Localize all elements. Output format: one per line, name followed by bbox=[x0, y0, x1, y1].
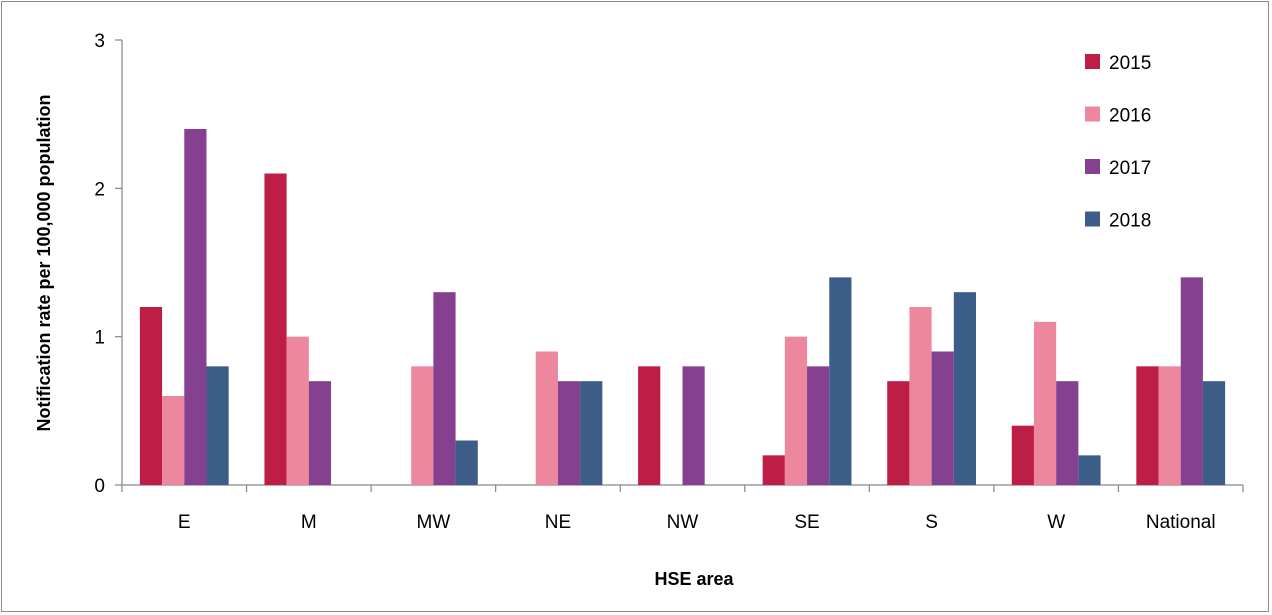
y-tick-label: 2 bbox=[94, 179, 105, 200]
bar-national-2017 bbox=[1180, 277, 1203, 485]
bar-ne-2017 bbox=[557, 381, 581, 485]
x-tick-label: M bbox=[301, 512, 317, 533]
bars bbox=[139, 129, 1226, 485]
bar-ne-2016 bbox=[535, 351, 558, 485]
legend-swatch-2017 bbox=[1085, 159, 1100, 174]
y-tick-label: 1 bbox=[94, 328, 105, 349]
bar-mw-2018 bbox=[455, 440, 478, 485]
bar-w-2015 bbox=[1011, 425, 1034, 485]
bar-se-2018 bbox=[829, 277, 852, 485]
x-tick-label: S bbox=[925, 512, 938, 533]
bar-ne-2018 bbox=[580, 381, 603, 485]
y-tick-labels: 0 1 2 3 bbox=[94, 31, 105, 497]
legend-label-2016: 2016 bbox=[1109, 106, 1151, 127]
bar-se-2016 bbox=[784, 336, 808, 485]
legend: 2015 2016 2017 2018 bbox=[1085, 53, 1151, 232]
bar-nw-2015 bbox=[638, 366, 661, 485]
bar-m-2017 bbox=[308, 381, 332, 485]
legend-swatch-2015 bbox=[1085, 54, 1100, 69]
bar-m-2016 bbox=[286, 336, 309, 485]
x-tick-label: E bbox=[178, 512, 191, 533]
x-axis-title: HSE area bbox=[654, 569, 734, 589]
bar-e-2017 bbox=[184, 129, 207, 485]
x-tick-label: NW bbox=[667, 512, 699, 533]
bar-s-2017 bbox=[931, 351, 954, 485]
y-tick-label: 0 bbox=[94, 476, 105, 497]
bar-s-2016 bbox=[909, 307, 932, 485]
x-tick-label: W bbox=[1047, 512, 1065, 533]
x-tick-label: National bbox=[1146, 512, 1216, 533]
bar-s-2018 bbox=[953, 292, 977, 485]
bar-w-2018 bbox=[1078, 455, 1101, 485]
legend-label-2017: 2017 bbox=[1109, 158, 1151, 179]
x-tick-label: NE bbox=[545, 512, 571, 533]
bar-mw-2017 bbox=[433, 292, 456, 485]
bar-se-2015 bbox=[762, 455, 785, 485]
legend-swatch-2018 bbox=[1085, 211, 1100, 227]
bar-m-2015 bbox=[264, 173, 287, 485]
bar-w-2017 bbox=[1056, 381, 1079, 485]
legend-label-2018: 2018 bbox=[1109, 211, 1151, 232]
bar-e-2016 bbox=[162, 396, 185, 485]
x-tick-label: SE bbox=[794, 512, 819, 533]
legend-label-2015: 2015 bbox=[1109, 53, 1151, 74]
bar-mw-2016 bbox=[411, 366, 434, 485]
x-tick-label: MW bbox=[417, 512, 451, 533]
bar-e-2015 bbox=[139, 307, 163, 485]
bar-s-2015 bbox=[887, 381, 910, 485]
bar-nw-2017 bbox=[682, 366, 705, 485]
y-tick-label: 3 bbox=[94, 31, 105, 52]
legend-swatch-2016 bbox=[1085, 106, 1100, 122]
bar-national-2015 bbox=[1136, 366, 1159, 485]
bar-se-2017 bbox=[807, 366, 830, 485]
y-axis-title: Notification rate per 100,000 population bbox=[34, 94, 54, 431]
bar-national-2018 bbox=[1202, 381, 1226, 485]
bar-national-2016 bbox=[1158, 366, 1181, 485]
x-tick-labels: E M MW NE NW SE S W National bbox=[178, 512, 1216, 533]
bar-w-2016 bbox=[1033, 321, 1057, 485]
bar-e-2018 bbox=[206, 366, 229, 485]
